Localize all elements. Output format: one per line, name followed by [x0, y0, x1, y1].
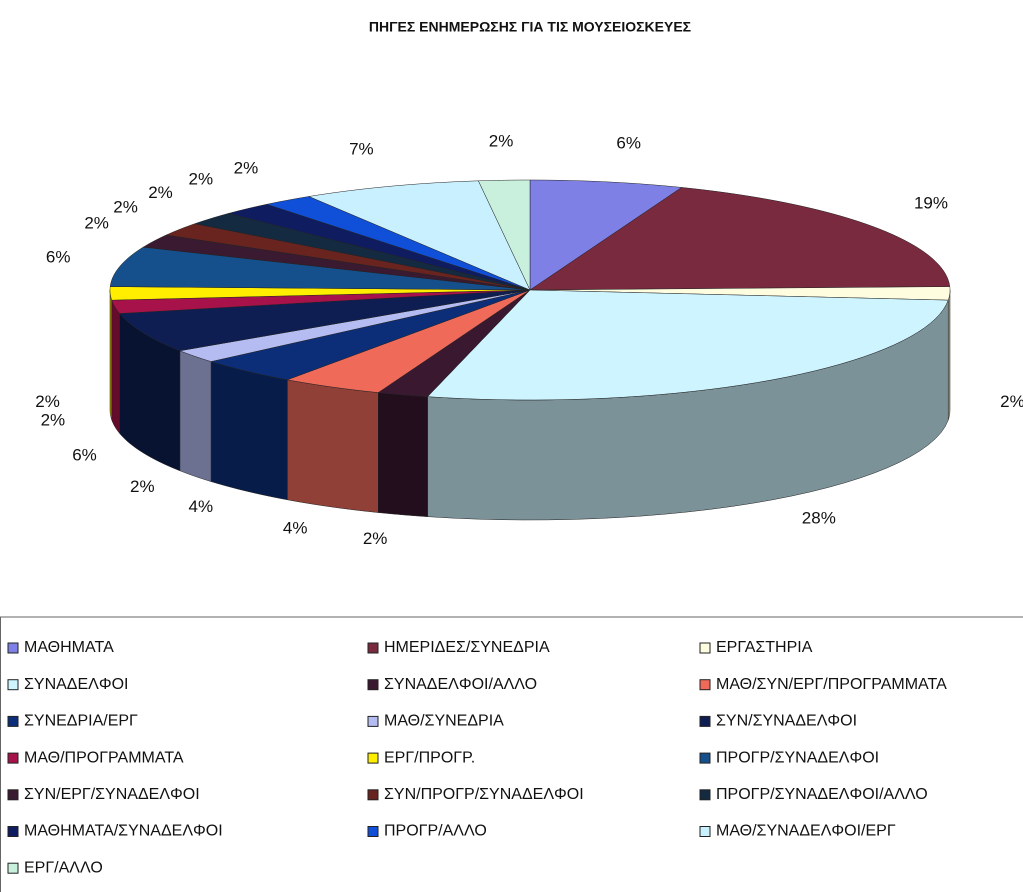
data-label: 2%	[35, 392, 60, 411]
pie-slice	[427, 289, 949, 401]
pie-slice	[119, 289, 531, 352]
legend-swatch	[367, 789, 379, 801]
data-label: 2%	[84, 213, 109, 232]
pie-side	[111, 300, 120, 435]
legend-swatch	[367, 826, 379, 837]
legend-label: ΣΥΝ/ΠΡΟΓΡ/ΣΥΝΑΔΕΛΦΟΙ	[384, 786, 584, 803]
legend-swatch	[7, 715, 19, 727]
pie-slice	[529, 187, 951, 291]
pie-slice	[193, 213, 531, 291]
legend-label: ΜΑΘ/ΣΥΝΕΔΡΙΑ	[384, 713, 504, 730]
legend-swatch	[367, 715, 379, 727]
legend-swatch	[699, 826, 711, 837]
legend-swatch	[367, 642, 379, 654]
data-label: 2%	[148, 183, 173, 202]
legend-swatch	[7, 862, 19, 874]
legend-swatch	[7, 752, 19, 764]
pie-side	[287, 379, 379, 513]
legend-swatch	[699, 715, 711, 727]
data-label: 7%	[349, 139, 374, 158]
legend-label: ΠΡΟΓΡ/ΣΥΝΑΔΕΛΦΟΙ/ΑΛΛΟ	[716, 786, 928, 803]
data-label: 4%	[189, 497, 214, 516]
data-label: 2%	[189, 170, 214, 189]
pie-slice	[377, 289, 531, 397]
data-label: 6%	[616, 134, 641, 153]
pie-side	[210, 361, 288, 501]
legend-label: ΜΑΘΗΜΑΤΑ/ΣΥΝΑΔΕΛΦΟΙ	[24, 823, 223, 840]
data-label: 2%	[41, 410, 66, 429]
pie-slice	[109, 286, 531, 301]
legend-label: ΣΥΝΑΔΕΛΦΟΙ/ΑΛΛΟ	[384, 676, 537, 693]
legend-label: ΜΑΘ/ΣΥΝΑΔΕΛΦΟΙ/ΕΡΓ	[716, 823, 896, 840]
legend-label: ΣΥΝΕΔΡΙΑ/ΕΡΓ	[24, 713, 138, 730]
pie-slice	[265, 196, 531, 291]
legend-label: ΠΡΟΓΡ/ΑΛΛΟ	[384, 823, 487, 840]
pie-slice	[165, 223, 531, 291]
pie-slice	[178, 289, 531, 362]
pie-slice	[286, 289, 531, 393]
pie-slice	[210, 289, 531, 381]
data-label: 6%	[72, 445, 97, 464]
legend-label: ΜΑΘΗΜΑΤΑ	[24, 639, 114, 656]
legend-swatch	[7, 789, 19, 801]
pie-side	[947, 289, 951, 421]
legend-label: ΠΡΟΓΡ/ΣΥΝΑΔΕΛΦΟΙ	[716, 749, 879, 766]
pie-slice	[529, 179, 683, 291]
pie-side	[109, 289, 113, 421]
data-label: 2%	[1000, 392, 1023, 411]
legend-label: ΕΡΓ/ΠΡΟΓΡ.	[384, 749, 475, 766]
data-label: 2%	[489, 131, 514, 150]
pie-slice	[529, 286, 951, 301]
pie-slice	[477, 179, 531, 291]
data-label: 4%	[283, 518, 308, 537]
legend-label: ΕΡΓ/ΑΛΛΟ	[24, 859, 103, 876]
legend-label: ΗΜΕΡΙΔΕΣ/ΣΥΝΕΔΡΙΑ	[384, 639, 550, 656]
pie-slice	[307, 180, 531, 291]
data-label: 2%	[234, 158, 259, 177]
legend-label: ΣΥΝΑΔΕΛΦΟΙ	[24, 676, 129, 693]
legend-box	[0, 616, 1023, 892]
legend-label: ΜΑΘ/ΠΡΟΓΡΑΜΜΑΤΑ	[24, 749, 184, 766]
legend-swatch	[7, 679, 19, 691]
legend-swatch	[367, 752, 379, 764]
legend-swatch	[7, 642, 19, 654]
legend-label: ΣΥΝ/ΣΥΝΑΔΕΛΦΟΙ	[716, 713, 857, 730]
legend-swatch	[367, 679, 379, 691]
chart-title: ΠΗΓΕΣ ΕΝΗΜΕΡΩΣΗΣ ΓΙΑ ΤΙΣ ΜΟΥΣΕΙΟΣΚΕΥΕΣ	[369, 19, 691, 35]
pie-slice	[142, 234, 531, 291]
data-label: 19%	[914, 194, 948, 213]
legend-swatch	[699, 679, 711, 691]
pie-slice	[227, 204, 531, 291]
legend-swatch	[699, 789, 711, 801]
data-label: 2%	[130, 477, 155, 496]
legend-swatch	[699, 642, 711, 654]
pie-side	[179, 350, 212, 482]
data-label: 2%	[113, 197, 138, 216]
pie-slice	[109, 246, 531, 291]
data-label: 6%	[46, 248, 71, 267]
legend-label: ΕΡΓΑΣΤΗΡΙΑ	[716, 639, 813, 656]
pie-slice	[111, 289, 531, 314]
legend-label: ΜΑΘ/ΣΥΝ/ΕΡΓ/ΠΡΟΓΡΑΜΜΑΤΑ	[716, 676, 947, 693]
data-label: 2%	[363, 529, 388, 548]
pie-side	[378, 392, 428, 517]
legend-swatch	[7, 826, 19, 837]
data-label: 28%	[802, 509, 836, 528]
legend-label: ΣΥΝ/ΕΡΓ/ΣΥΝΑΔΕΛΦΟΙ	[24, 786, 200, 803]
legend-swatch	[699, 752, 711, 764]
